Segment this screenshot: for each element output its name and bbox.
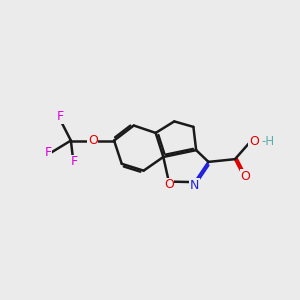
Text: F: F [56, 110, 64, 123]
Text: F: F [44, 146, 52, 159]
Text: F: F [71, 155, 78, 168]
Text: -H: -H [261, 135, 274, 148]
Text: O: O [240, 170, 250, 183]
Text: O: O [88, 134, 98, 147]
Text: N: N [190, 179, 200, 192]
Text: O: O [164, 178, 174, 191]
Text: O: O [249, 135, 259, 148]
